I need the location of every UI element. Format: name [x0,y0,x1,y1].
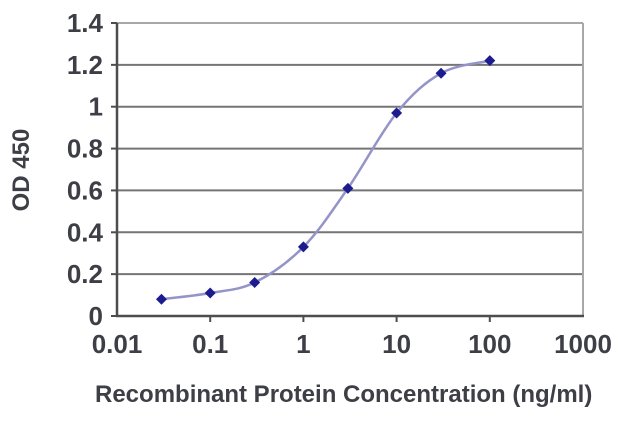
x-tick-label-10: 10 [382,329,411,359]
x-tick-label-0.01: 0.01 [92,329,143,359]
x-tick-label-1000: 1000 [554,329,612,359]
x-tick-label-100: 100 [468,329,511,359]
y-tick-label-0.6: 0.6 [67,175,103,205]
y-tick-label-0.4: 0.4 [67,217,104,247]
y-tick-label-0: 0 [89,301,103,331]
data-point-0.3 [249,277,261,289]
x-axis-title: Recombinant Protein Concentration (ng/ml… [95,381,593,408]
data-point-30 [435,67,447,79]
y-tick-label-1.2: 1.2 [67,50,103,80]
series-line [160,59,492,301]
y-tick-label-0.2: 0.2 [67,259,103,289]
data-point-1 [297,241,309,253]
y-tick-label-1.4: 1.4 [67,8,104,38]
x-tick-label-0.1: 0.1 [192,329,228,359]
data-point-100 [484,55,496,67]
data-point-10 [391,107,403,119]
plot-area [117,23,583,316]
data-point-0.1 [204,287,216,299]
y-tick-label-1: 1 [89,92,103,122]
y-tick-label-0.8: 0.8 [67,134,103,164]
data-point-3 [342,182,354,194]
x-tick-label-1: 1 [296,329,310,359]
data-point-0.03 [155,293,167,305]
y-axis-title: OD 450 [8,128,35,212]
